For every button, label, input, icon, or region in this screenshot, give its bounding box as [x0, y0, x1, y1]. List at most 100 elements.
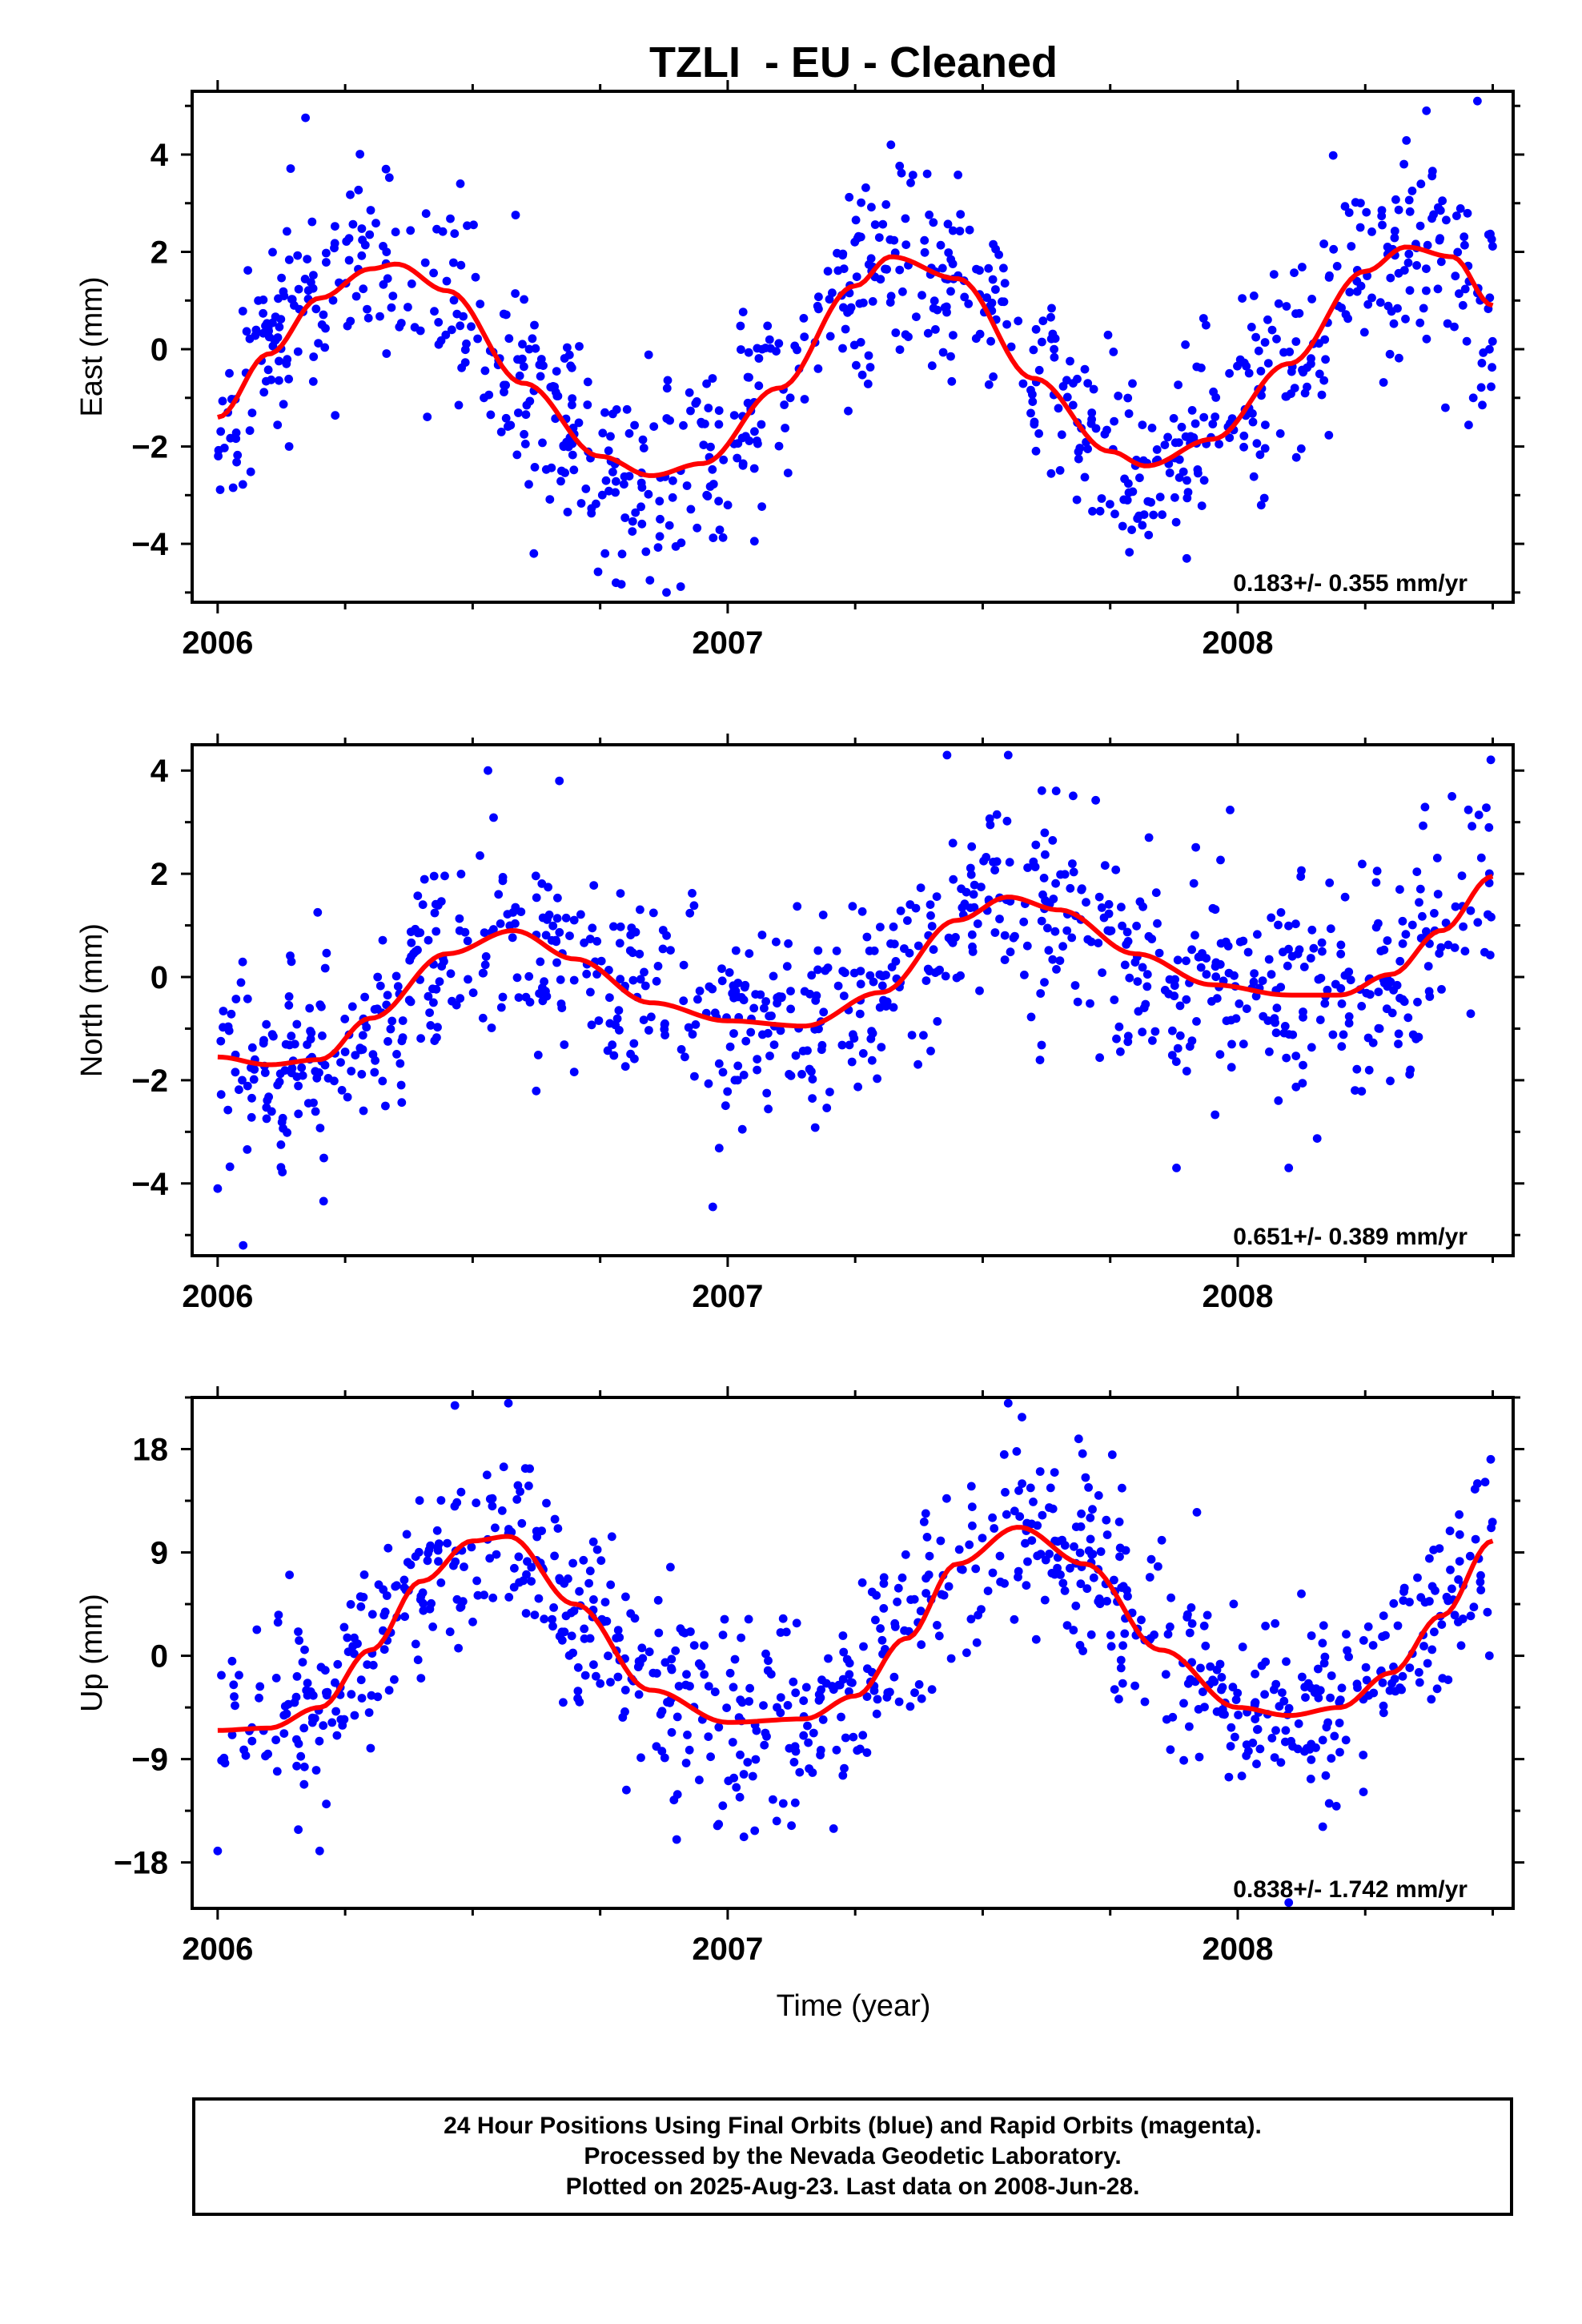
- y-tick-label: −9: [131, 1743, 168, 1778]
- data-point: [1465, 1551, 1475, 1561]
- data-point: [427, 1598, 436, 1608]
- data-point: [1023, 1557, 1032, 1566]
- data-point: [331, 411, 340, 420]
- data-point: [1261, 420, 1270, 429]
- data-point: [1174, 455, 1184, 464]
- data-point: [798, 1047, 808, 1055]
- data-point: [540, 1614, 549, 1624]
- data-point: [1087, 408, 1097, 417]
- data-point: [858, 1049, 868, 1058]
- data-point: [848, 902, 857, 911]
- data-point: [1319, 1621, 1328, 1630]
- data-point: [644, 350, 653, 360]
- data-point: [965, 1540, 974, 1550]
- data-point: [845, 1659, 854, 1668]
- data-point: [371, 1055, 379, 1065]
- data-point: [920, 247, 930, 257]
- data-point: [1303, 1679, 1313, 1688]
- data-point: [900, 944, 909, 953]
- data-point: [901, 240, 911, 249]
- data-point: [386, 1024, 396, 1034]
- data-point: [858, 1731, 868, 1740]
- data-point: [1264, 955, 1274, 964]
- data-point: [966, 1614, 976, 1624]
- data-point: [1331, 979, 1340, 989]
- data-point: [782, 962, 792, 971]
- data-point: [1182, 553, 1191, 563]
- data-point: [1379, 1701, 1388, 1711]
- data-point: [937, 1590, 946, 1599]
- data-point: [1291, 1051, 1301, 1060]
- data-point: [1192, 1508, 1202, 1517]
- data-point: [881, 200, 891, 209]
- data-point: [1347, 242, 1356, 251]
- data-point: [783, 468, 793, 477]
- data-point: [261, 321, 270, 331]
- data-point: [1271, 1679, 1281, 1689]
- data-point: [354, 185, 363, 195]
- data-point: [772, 937, 781, 947]
- data-point: [873, 1695, 882, 1704]
- x-tick-label: 2008: [1202, 1279, 1273, 1314]
- data-point: [753, 1055, 762, 1063]
- data-point: [718, 1801, 728, 1811]
- data-point: [436, 1496, 446, 1505]
- data-point: [881, 971, 890, 979]
- data-point: [878, 219, 888, 229]
- data-point: [1398, 939, 1407, 948]
- data-point: [480, 960, 490, 970]
- data-point: [1252, 439, 1262, 448]
- data-point: [370, 1005, 379, 1014]
- data-point: [1340, 892, 1350, 902]
- data-point: [1194, 1705, 1203, 1714]
- data-point: [736, 1750, 745, 1759]
- data-point: [685, 908, 695, 918]
- data-point: [255, 1693, 263, 1703]
- data-point: [1078, 1449, 1087, 1458]
- y-tick-label: −2: [131, 430, 168, 465]
- data-point: [432, 927, 441, 936]
- data-point: [1050, 1468, 1059, 1477]
- data-point: [1274, 299, 1283, 308]
- data-point: [845, 1670, 854, 1679]
- data-point: [725, 968, 734, 977]
- data-point: [1118, 1679, 1127, 1688]
- data-point: [865, 971, 875, 980]
- data-point: [567, 363, 576, 372]
- data-point: [1284, 1164, 1294, 1172]
- data-point: [1089, 384, 1098, 394]
- data-point: [1012, 1447, 1022, 1456]
- data-point: [574, 418, 584, 428]
- data-point: [992, 810, 1002, 819]
- data-point: [287, 957, 296, 967]
- data-point: [1437, 1620, 1447, 1629]
- data-point: [814, 1024, 823, 1034]
- data-point: [1250, 1699, 1259, 1708]
- data-point: [1118, 1641, 1127, 1651]
- data-point: [1359, 328, 1369, 337]
- data-point: [1123, 937, 1133, 946]
- data-point: [358, 235, 367, 245]
- data-point: [1182, 995, 1191, 1004]
- data-point: [224, 1026, 234, 1035]
- data-point: [714, 497, 723, 506]
- data-point: [528, 334, 537, 344]
- data-point: [600, 549, 610, 558]
- data-point: [1163, 432, 1172, 442]
- data-point: [917, 1694, 926, 1703]
- data-point: [628, 975, 638, 985]
- data-point: [1318, 947, 1327, 956]
- data-point: [655, 532, 665, 541]
- data-point: [898, 287, 907, 296]
- data-point: [468, 1617, 477, 1626]
- data-point: [403, 1558, 412, 1567]
- data-point: [913, 941, 923, 951]
- data-point: [397, 1036, 407, 1046]
- data-point: [729, 1029, 738, 1038]
- y-tick-label: 0: [151, 332, 168, 368]
- data-point: [1336, 940, 1346, 950]
- data-point: [681, 1052, 689, 1062]
- data-point: [1187, 1619, 1197, 1628]
- data-point: [367, 1610, 377, 1619]
